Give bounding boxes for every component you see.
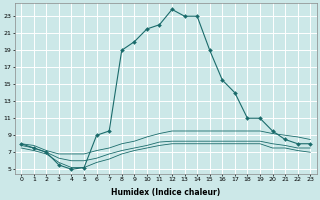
X-axis label: Humidex (Indice chaleur): Humidex (Indice chaleur)	[111, 188, 220, 197]
